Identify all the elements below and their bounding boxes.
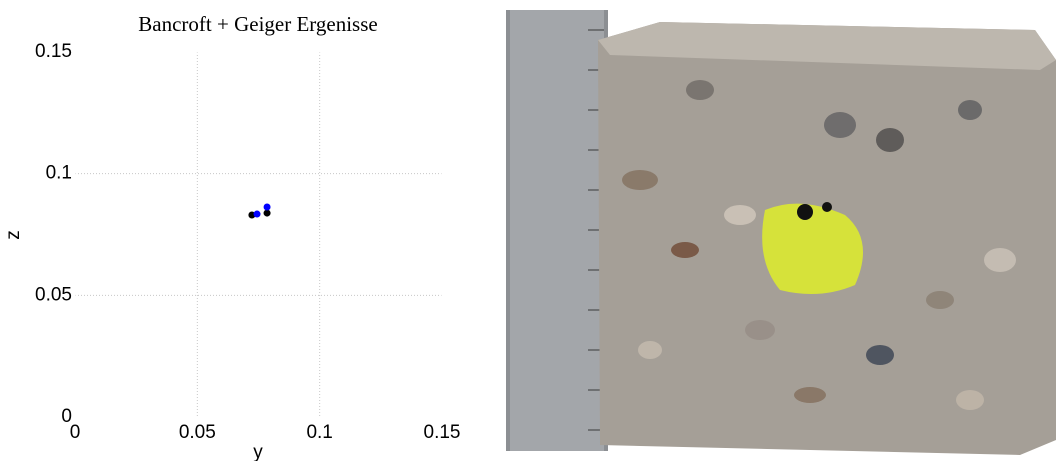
y-tick-label: 0.15 (35, 41, 72, 62)
photo (500, 0, 1056, 461)
chart: Bancroft + Geiger Ergenisse y z 0 0.05 0.1… (0, 0, 500, 461)
x-tick-label: 0 (70, 422, 81, 443)
page: Bancroft + Geiger Ergenisse y z 0 0.05 0.1… (0, 0, 1056, 461)
y-tick-label: 0.1 (46, 163, 72, 184)
x-axis-label: y (253, 442, 263, 461)
hole (797, 204, 813, 220)
hole (822, 202, 832, 212)
x-tick-label: 0.15 (424, 422, 461, 443)
x-tick-label: 0.1 (306, 422, 332, 443)
x-tick-label: 0.05 (179, 422, 216, 443)
y-tick-label: 0.05 (35, 284, 72, 305)
y-axis-label: z (3, 230, 24, 240)
plot-frame (75, 52, 442, 417)
point (264, 210, 271, 217)
chart-title: Bancroft + Geiger Ergenisse (138, 12, 377, 36)
point (264, 204, 271, 211)
point (254, 211, 261, 218)
